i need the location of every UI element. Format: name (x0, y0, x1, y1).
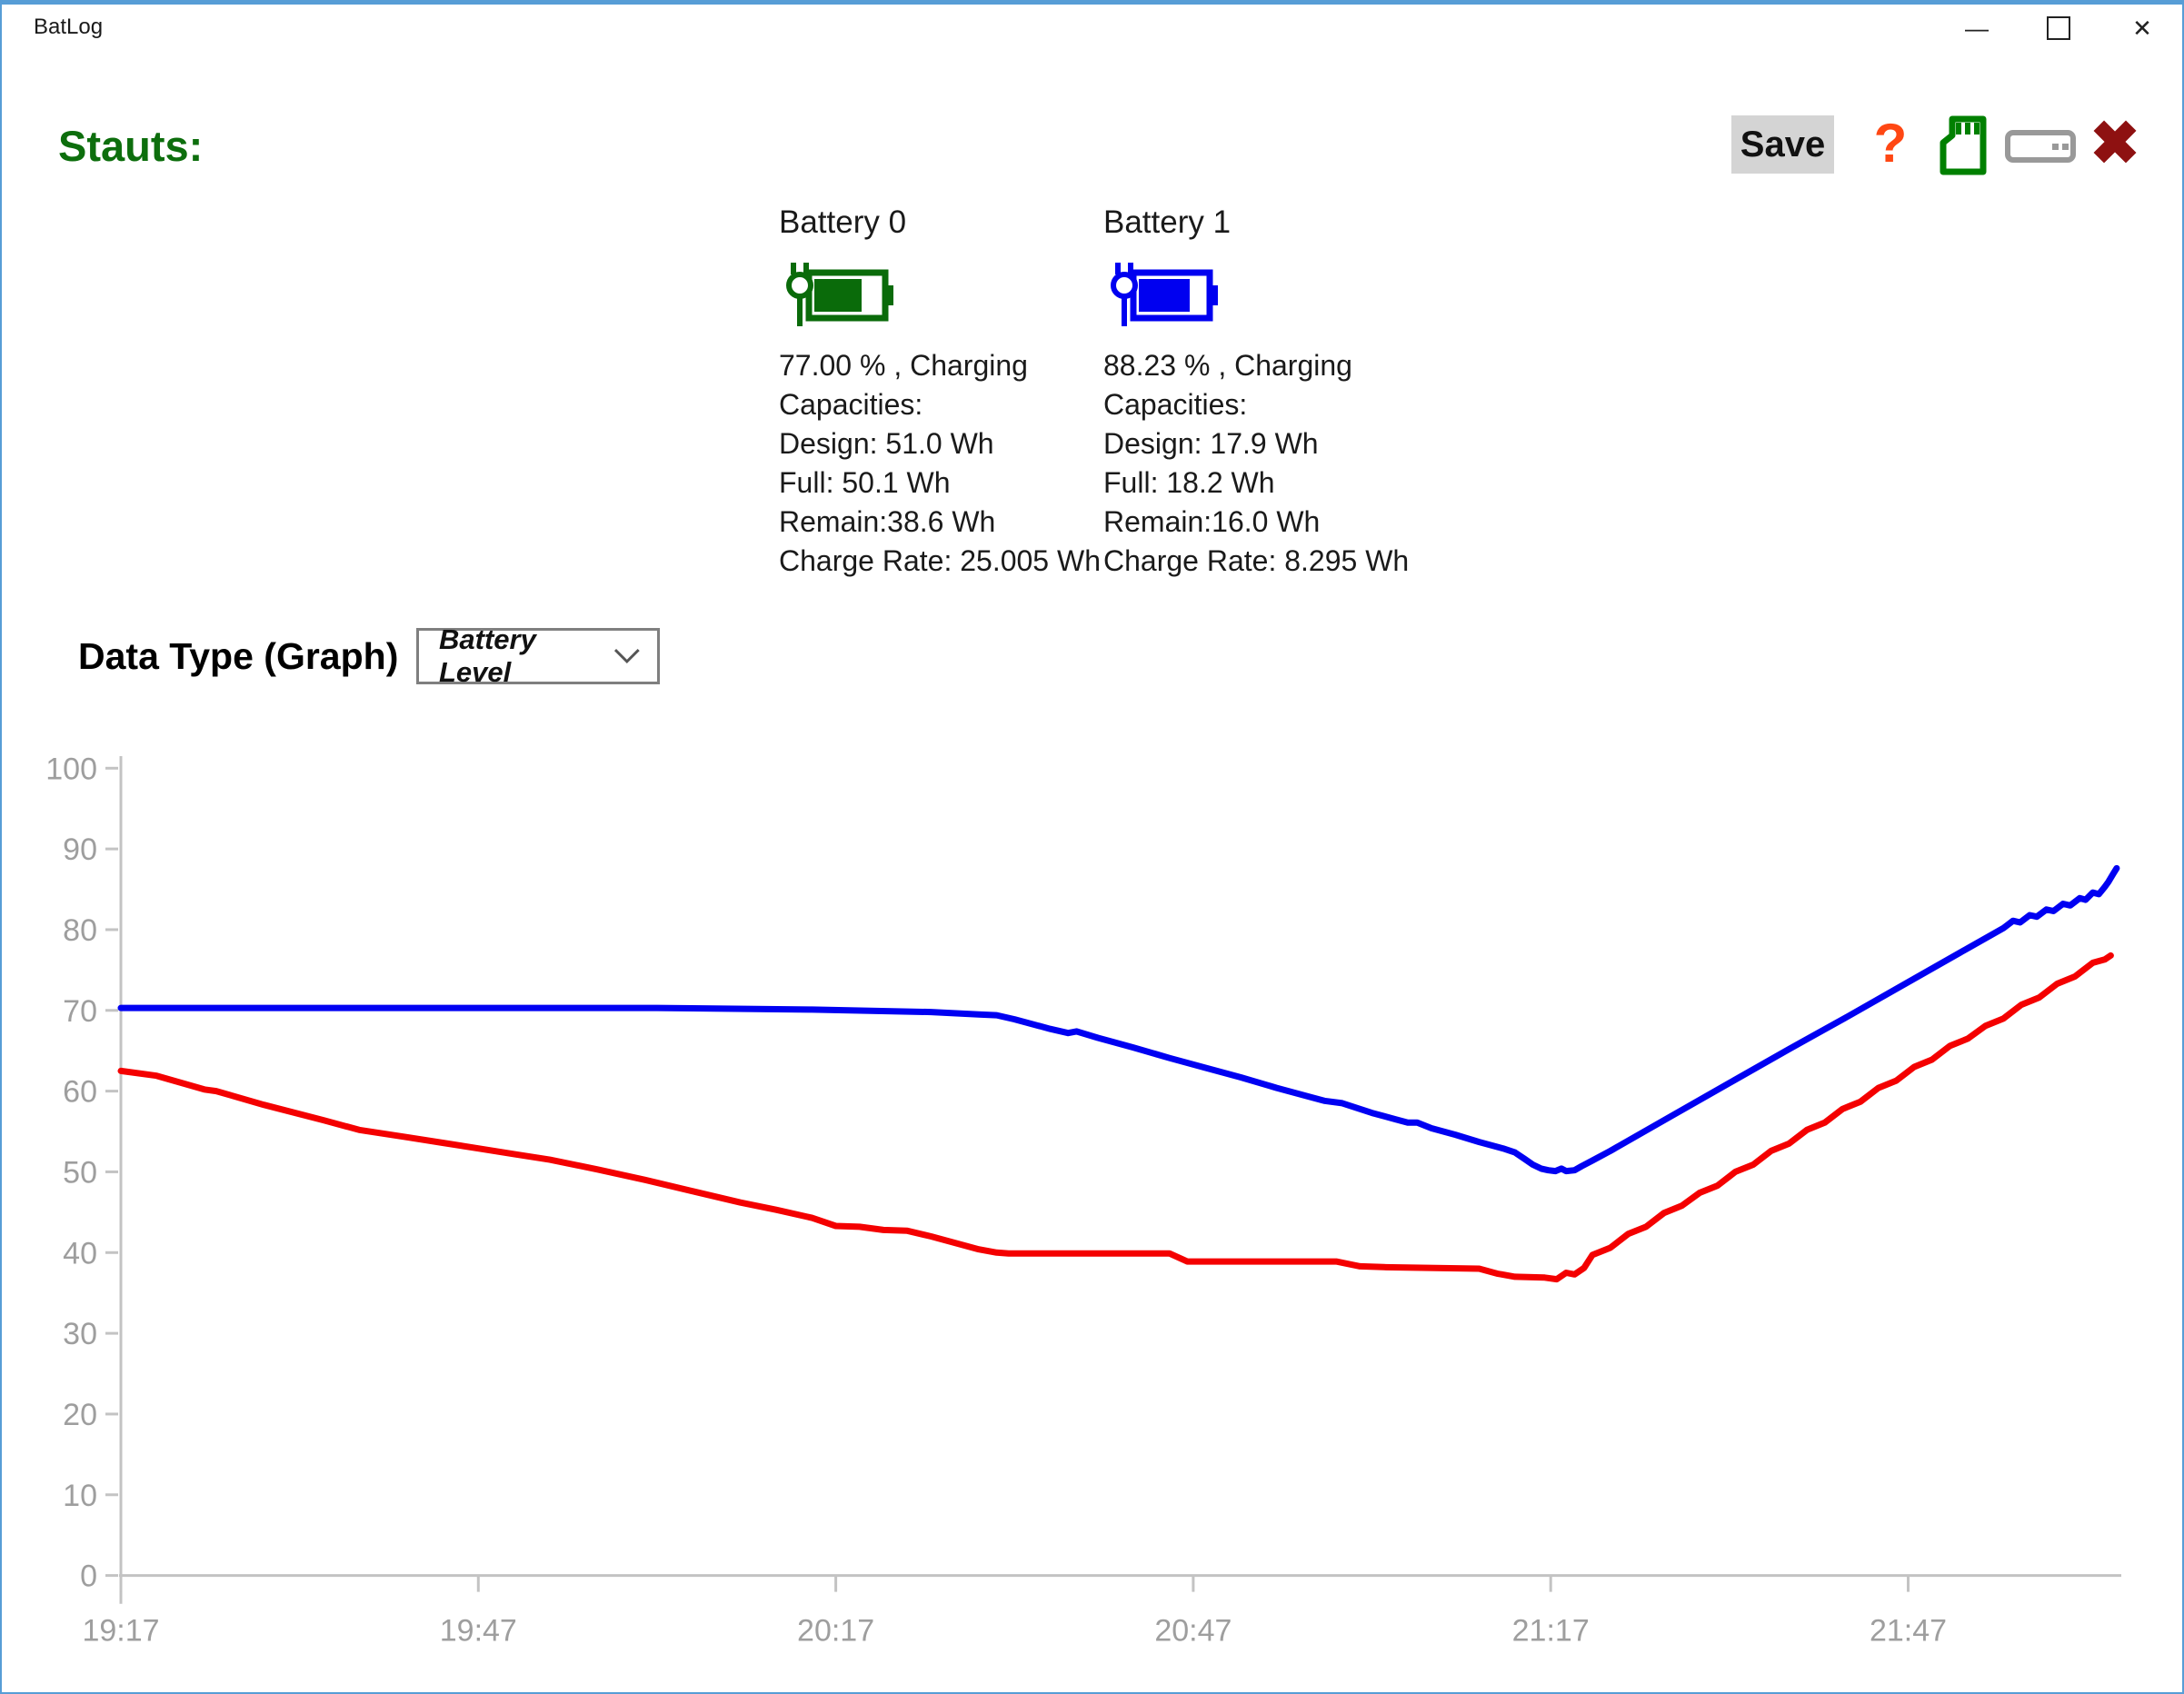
sd-card-icon (1940, 115, 1987, 175)
y-tick-label: 10 (63, 1479, 97, 1513)
battery0-title: Battery 0 (779, 204, 907, 240)
battery1-remain: Remain:16.0 Wh (1103, 505, 1321, 538)
y-tick-label: 0 (80, 1559, 97, 1594)
battery0-status: 77.00 % , Charging (779, 349, 1028, 382)
battery-level-chart: 0 10 20 30 40 50 60 70 80 90 100 19:17 19:47 20:17 20:… (45, 752, 2121, 1649)
x-tick-label: 20:17 (797, 1614, 874, 1649)
sd-card-button[interactable] (1934, 115, 1992, 175)
question-mark-icon: ? (1873, 112, 1908, 174)
y-tick-label: 60 (63, 1075, 97, 1110)
battery-stick-icon (2005, 130, 2076, 163)
save-button[interactable]: Save (1731, 115, 1834, 174)
help-button[interactable]: ? (1863, 110, 1918, 175)
data-type-dropdown-value: Battery Level (439, 623, 536, 688)
chevron-down-icon (614, 649, 641, 664)
delete-log-button[interactable]: ✖ (2085, 110, 2145, 175)
maximize-button[interactable] (2027, 5, 2090, 52)
titlebar: BatLog — ✕ (2, 5, 2182, 52)
battery0-charge-rate: Charge Rate: 25.005 Wh (779, 544, 1101, 577)
y-tick-label: 90 (63, 832, 97, 867)
data-type-label: Data Type (Graph) (78, 635, 399, 677)
battery-stick-button[interactable] (2005, 126, 2079, 166)
battery0-fill-level (814, 279, 862, 312)
y-tick-label: 40 (63, 1236, 97, 1270)
y-tick-label: 30 (63, 1317, 97, 1351)
x-tick-label: 19:17 (82, 1614, 159, 1649)
battery0-charging-icon (786, 263, 893, 326)
battery1-design: Design: 17.9 Wh (1103, 427, 1319, 460)
status-heading: Stauts: (58, 122, 204, 170)
y-tick-label: 70 (63, 994, 97, 1029)
minimize-button[interactable]: — (1945, 5, 2009, 52)
battery1-full: Full: 18.2 Wh (1103, 466, 1275, 499)
y-tick-label: 100 (45, 752, 97, 786)
close-button[interactable]: ✕ (2110, 5, 2174, 52)
battery1-charge-rate: Charge Rate: 8.295 Wh (1103, 544, 1410, 577)
battery0-capacities-label: Capacities: (779, 388, 923, 421)
battery1-title: Battery 1 (1103, 204, 1232, 240)
red-x-icon: ✖ (2089, 109, 2140, 176)
y-tick-label: 20 (63, 1398, 97, 1432)
battery1-panel: Battery 1 88.23 % , Charging Capacities:… (1103, 204, 1485, 581)
battery0-design: Design: 51.0 Wh (779, 427, 994, 460)
x-tick-label: 20:47 (1154, 1614, 1232, 1649)
data-type-dropdown[interactable]: Battery Level (416, 623, 660, 688)
series-battery-1-level-(%) (117, 864, 2120, 1175)
y-tick-label: 80 (63, 913, 97, 948)
battery1-status: 88.23 % , Charging (1103, 349, 1352, 382)
battery1-fill-level (1139, 279, 1190, 312)
x-tick-label: 21:47 (1870, 1614, 1947, 1649)
maximize-icon (2047, 16, 2070, 40)
x-tick-label: 21:17 (1512, 1614, 1590, 1649)
series-battery-0-level-(%) (117, 952, 2114, 1283)
y-tick-label: 50 (63, 1155, 97, 1190)
battery1-charging-icon (1111, 263, 1218, 326)
x-tick-label: 19:47 (440, 1614, 517, 1649)
battery0-remain: Remain:38.6 Wh (779, 505, 996, 538)
battery0-panel: Battery 0 77.00 % , Charging Capacities:… (779, 204, 1161, 581)
battery0-full: Full: 50.1 Wh (779, 466, 951, 499)
close-icon: ✕ (2132, 14, 2152, 42)
battery1-capacities-label: Capacities: (1103, 388, 1248, 421)
window-title: BatLog (34, 15, 104, 39)
minimize-icon: — (1965, 14, 1989, 42)
